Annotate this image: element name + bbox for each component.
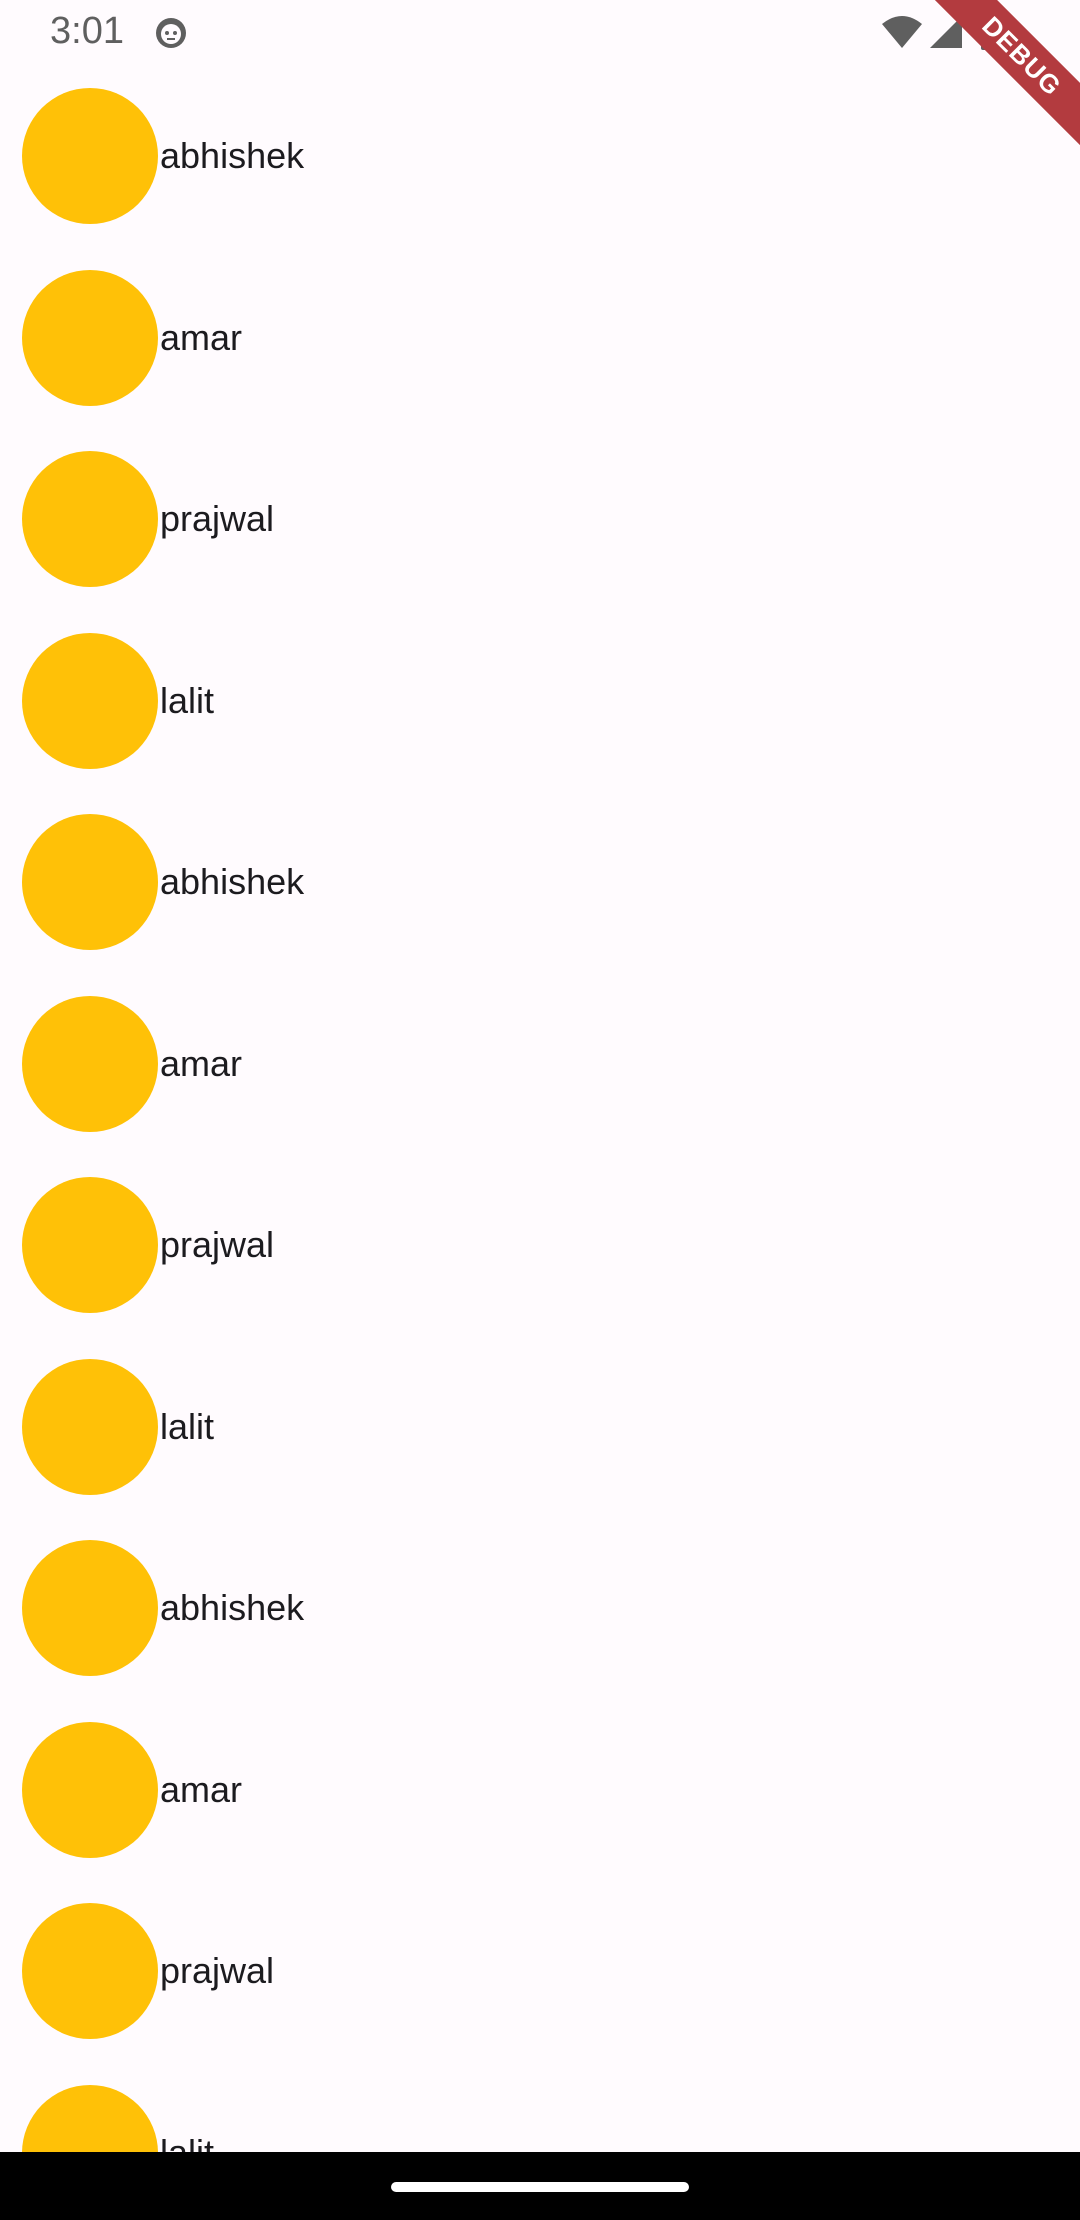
list-item[interactable]: prajwal (0, 451, 1080, 632)
avatar (22, 451, 158, 587)
list-item[interactable]: prajwal (0, 1903, 1080, 2084)
wifi-icon (882, 16, 922, 48)
list-item-label: prajwal (160, 1224, 275, 1265)
list-item[interactable]: amar (0, 269, 1080, 451)
list-item[interactable]: abhishek (0, 88, 1080, 269)
list-item-label: abhishek (160, 1587, 305, 1628)
avatar (22, 2084, 158, 2152)
list-item-label: amar (160, 1042, 243, 1084)
list-item[interactable]: abhishek (0, 1540, 1080, 1721)
list-item[interactable]: lalit (0, 2084, 1080, 2153)
status-bar: 3:01 (0, 0, 1080, 66)
signal-icon (930, 16, 962, 48)
name-list[interactable]: abhishek amar prajwal lalit abhishek amar praj… (0, 0, 1080, 2152)
list-item[interactable]: lalit (0, 1358, 1080, 1540)
list-item[interactable]: lalit (0, 632, 1080, 814)
app-notification-icon (156, 18, 186, 48)
avatar (22, 1721, 158, 1858)
list-item[interactable]: amar (0, 1721, 1080, 1903)
list-item-label: lalit (160, 1405, 215, 1447)
list-item-label: amar (160, 1768, 243, 1810)
avatar (22, 1177, 158, 1313)
list-item-label: prajwal (160, 498, 275, 539)
list-item-label: lalit (160, 679, 215, 721)
list-item-label: abhishek (160, 861, 305, 902)
navigation-bar (0, 2152, 1080, 2220)
list-item[interactable]: amar (0, 995, 1080, 1177)
avatar (22, 995, 158, 1132)
avatar (22, 269, 158, 406)
list-item[interactable]: prajwal (0, 1177, 1080, 1358)
status-time: 3:01 (50, 10, 124, 52)
avatar (22, 1358, 158, 1495)
list-item-label: prajwal (160, 1950, 275, 1991)
avatar (22, 1540, 158, 1676)
debug-ribbon-label: DEBUG (921, 0, 1080, 157)
list-item-label: amar (160, 316, 243, 358)
debug-banner: DEBUG (920, 0, 1080, 160)
avatar (22, 814, 158, 950)
home-indicator[interactable] (391, 2182, 689, 2192)
list-item-label: lalit (160, 2131, 215, 2153)
list-item-label: abhishek (160, 135, 305, 176)
avatar (22, 1903, 158, 2039)
avatar (22, 632, 158, 769)
list-item[interactable]: abhishek (0, 814, 1080, 995)
avatar (22, 88, 158, 224)
